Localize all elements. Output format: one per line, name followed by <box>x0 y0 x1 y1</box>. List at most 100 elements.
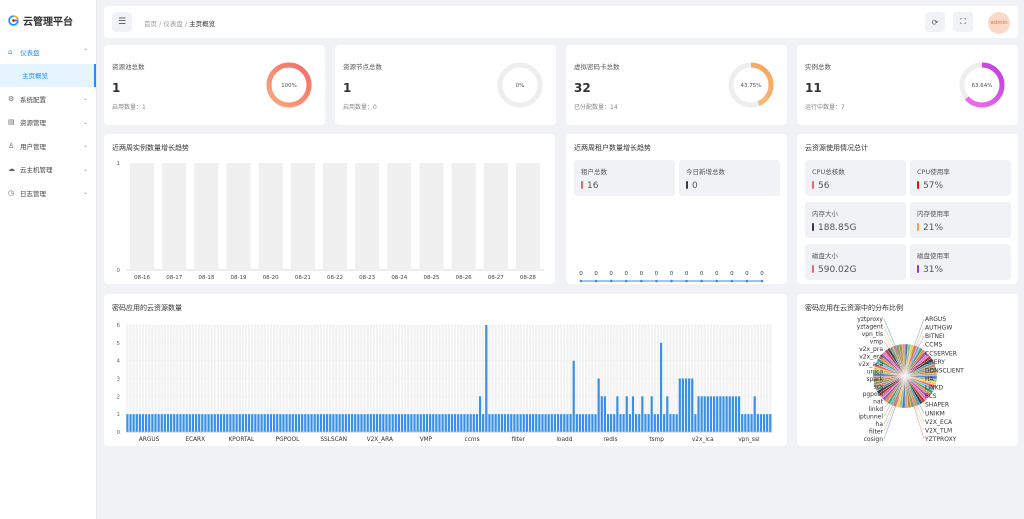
bar[interactable] <box>491 414 494 432</box>
bar[interactable] <box>669 414 672 432</box>
bar[interactable] <box>216 414 220 432</box>
bar[interactable] <box>472 414 475 432</box>
data-point[interactable] <box>579 279 583 283</box>
sidebar-item-2[interactable]: ⚙ 系统配置 ⌄ <box>0 87 96 111</box>
bar[interactable] <box>731 396 734 432</box>
data-point[interactable] <box>655 279 658 283</box>
bar[interactable] <box>394 414 397 432</box>
bar[interactable] <box>528 414 532 432</box>
bar[interactable] <box>644 414 647 432</box>
bar[interactable] <box>638 414 641 432</box>
bar[interactable] <box>691 378 694 433</box>
bar[interactable] <box>684 378 688 433</box>
bar[interactable] <box>207 414 210 432</box>
bar[interactable] <box>734 396 738 432</box>
bar[interactable] <box>379 414 382 432</box>
bar[interactable] <box>138 414 142 432</box>
bar[interactable] <box>700 396 703 432</box>
bar[interactable] <box>422 414 425 432</box>
sidebar-item-6[interactable]: ◷ 日志管理 ⌄ <box>0 181 96 205</box>
bar[interactable] <box>566 414 569 432</box>
bar[interactable] <box>507 414 510 432</box>
bar[interactable] <box>407 414 410 432</box>
sidebar-item-0[interactable]: ⌂ 仪表盘 ⌃ <box>0 40 96 64</box>
bar[interactable] <box>297 414 301 432</box>
bar[interactable] <box>369 414 372 432</box>
bar[interactable] <box>650 396 653 432</box>
bar[interactable] <box>272 414 276 432</box>
bar[interactable] <box>350 414 354 432</box>
bar[interactable] <box>132 414 135 432</box>
bar[interactable] <box>260 414 263 432</box>
bar[interactable] <box>229 414 232 432</box>
bar[interactable] <box>276 414 279 432</box>
sidebar-item-3[interactable]: ▤ 资源管理 ⌄ <box>0 111 96 135</box>
bar[interactable] <box>160 414 163 432</box>
data-point[interactable] <box>700 279 703 283</box>
data-point[interactable] <box>670 279 673 283</box>
bar[interactable] <box>600 396 603 432</box>
bar[interactable] <box>244 414 248 432</box>
bar[interactable] <box>366 414 369 432</box>
data-point[interactable] <box>594 279 598 283</box>
bar[interactable] <box>166 414 170 432</box>
bar[interactable] <box>235 414 238 432</box>
bar[interactable] <box>513 414 516 432</box>
bar[interactable] <box>591 414 594 432</box>
bar[interactable] <box>332 414 335 432</box>
bar[interactable] <box>475 414 479 432</box>
bar[interactable] <box>725 396 728 432</box>
bar[interactable] <box>706 396 709 432</box>
bar[interactable] <box>254 414 257 432</box>
bar[interactable] <box>450 414 454 432</box>
bar[interactable] <box>688 378 691 433</box>
bar[interactable] <box>282 414 285 432</box>
bar[interactable] <box>750 414 753 432</box>
bar[interactable] <box>722 396 725 432</box>
bar[interactable] <box>419 414 422 432</box>
bar[interactable] <box>678 378 681 433</box>
bar[interactable] <box>425 414 429 432</box>
bar[interactable] <box>266 414 269 432</box>
bar[interactable] <box>497 414 500 432</box>
bar[interactable] <box>404 414 407 432</box>
bar[interactable] <box>335 414 338 432</box>
bar[interactable] <box>145 414 148 432</box>
bar[interactable] <box>141 414 145 432</box>
bar[interactable] <box>575 414 578 432</box>
bar[interactable] <box>191 414 195 432</box>
bar[interactable] <box>322 414 326 432</box>
bar[interactable] <box>628 414 631 432</box>
bar[interactable] <box>154 414 157 432</box>
data-point[interactable] <box>609 279 613 283</box>
bar[interactable] <box>588 414 591 432</box>
bar[interactable] <box>344 414 347 432</box>
bar[interactable] <box>188 414 191 432</box>
bar[interactable] <box>338 414 341 432</box>
bar[interactable] <box>354 414 357 432</box>
bar[interactable] <box>213 414 216 432</box>
bar[interactable] <box>482 414 485 432</box>
bar[interactable] <box>572 360 575 432</box>
bar[interactable] <box>210 414 213 432</box>
bar[interactable] <box>494 414 497 432</box>
bar[interactable] <box>535 414 538 432</box>
bar[interactable] <box>681 378 685 433</box>
bar[interactable] <box>616 396 619 432</box>
bar[interactable] <box>744 414 747 432</box>
bar[interactable] <box>241 414 244 432</box>
bar[interactable] <box>556 414 560 432</box>
bar[interactable] <box>204 414 207 432</box>
bar[interactable] <box>397 414 401 432</box>
pie-slice[interactable] <box>901 343 906 377</box>
bar[interactable] <box>663 414 666 432</box>
bar[interactable] <box>550 414 553 432</box>
bar[interactable] <box>148 414 151 432</box>
bar[interactable] <box>157 414 160 432</box>
data-point[interactable] <box>730 279 734 283</box>
bar[interactable] <box>659 342 663 432</box>
bar[interactable] <box>391 414 394 432</box>
bar[interactable] <box>179 414 182 432</box>
app-logo[interactable]: 云管理平台 <box>8 13 73 28</box>
bar[interactable] <box>457 414 460 432</box>
